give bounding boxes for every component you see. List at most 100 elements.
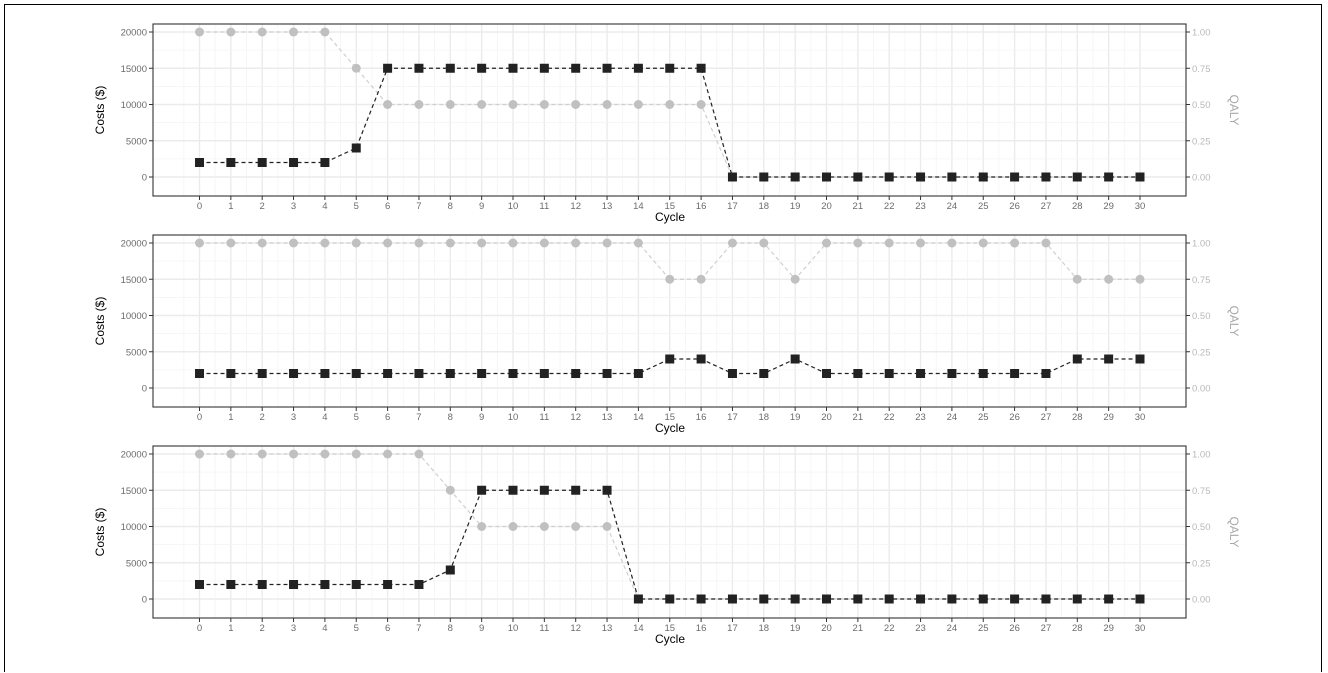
x-tick-label: 28: [1072, 201, 1083, 212]
x-tick-label: 8: [448, 623, 453, 634]
x-tick-label: 26: [1009, 623, 1020, 634]
x-tick-label: 5: [354, 623, 359, 634]
x-tick-label: 16: [696, 412, 707, 423]
costs-point: [414, 580, 424, 589]
costs-point: [477, 485, 487, 495]
qaly-point: [696, 274, 706, 284]
qaly-point: [508, 100, 518, 109]
costs-point: [822, 172, 831, 182]
costs-point: [822, 369, 831, 378]
x-tick-label: 12: [570, 412, 581, 423]
qaly-point: [665, 100, 675, 109]
qaly-point: [539, 522, 549, 531]
qaly-point: [320, 27, 330, 37]
costs-point: [1041, 369, 1051, 378]
x-tick-label: 13: [602, 412, 613, 423]
costs-point: [257, 369, 267, 378]
x-axis-title: Cycle: [655, 632, 685, 646]
qaly-point: [414, 238, 424, 248]
qaly-point: [508, 238, 518, 248]
costs-point: [226, 580, 236, 589]
y-tick-label: 0: [142, 595, 147, 606]
x-tick-label: 10: [508, 623, 519, 634]
costs-point: [445, 63, 455, 73]
costs-point: [947, 594, 957, 604]
x-tick-label: 1: [228, 412, 233, 423]
y2-tick-label: 0.50: [1192, 311, 1211, 322]
qaly-point: [916, 238, 926, 248]
qaly-point: [1041, 238, 1051, 248]
costs-point: [508, 369, 518, 378]
qaly-point: [853, 238, 863, 248]
x-tick-label: 17: [727, 623, 738, 634]
y-axis-title: Costs ($): [93, 297, 107, 346]
costs-point: [759, 594, 769, 604]
costs-point: [383, 63, 393, 73]
y-tick-label: 5000: [126, 558, 147, 569]
gridlines: [153, 235, 1186, 407]
costs-point: [477, 369, 487, 378]
qaly-point: [947, 238, 957, 248]
costs-point: [1041, 172, 1051, 182]
costs-point: [351, 369, 361, 378]
costs-point: [508, 485, 518, 495]
x-axis-title: Cycle: [655, 421, 685, 435]
qaly-point: [257, 27, 267, 37]
chart-panel-1: 0 5000 10000 15000 20000 0.00 0.25 0.50 0.75 1.00…: [93, 23, 1241, 224]
x-tick-label: 14: [633, 412, 644, 423]
x-tick-label: 4: [322, 412, 327, 423]
costs-point: [978, 369, 988, 378]
costs-point: [1041, 594, 1051, 604]
x-tick-label: 22: [884, 412, 895, 423]
x-tick-label: 24: [947, 412, 958, 423]
x-tick-label: 24: [947, 201, 958, 212]
x-tick-label: 2: [260, 412, 265, 423]
qaly-point: [822, 238, 831, 248]
costs-point: [759, 172, 769, 182]
y2-tick-label: 0.25: [1192, 347, 1211, 358]
x-tick-label: 10: [508, 412, 519, 423]
costs-point: [884, 369, 894, 378]
x-tick-label: 15: [664, 623, 675, 634]
costs-point: [665, 63, 675, 73]
x-tick-label: 14: [633, 623, 644, 634]
costs-point: [1072, 172, 1082, 182]
y2-axis-title: QALY: [1227, 94, 1241, 125]
x-tick-label: 19: [790, 623, 801, 634]
costs-point: [853, 369, 863, 378]
x-tick-label: 30: [1135, 201, 1146, 212]
costs-point: [257, 580, 267, 589]
series-costs: [195, 485, 1145, 604]
qaly-point: [1135, 274, 1145, 284]
costs-point: [916, 172, 926, 182]
x-tick-label: 9: [479, 412, 484, 423]
y2-tick-label: 0.00: [1192, 173, 1211, 184]
y2-tick-label: 0.75: [1192, 64, 1211, 75]
chart-panel-3: 0 5000 10000 15000 20000 0.00 0.25 0.50 0.75 1.00…: [93, 445, 1241, 646]
x-tick-label: 25: [978, 623, 989, 634]
x-tick-label: 1: [228, 201, 233, 212]
costs-point: [884, 594, 894, 604]
qaly-point: [226, 449, 236, 459]
y-tick-label: 10000: [121, 100, 147, 111]
x-tick-label: 16: [696, 201, 707, 212]
x-tick-label: 8: [448, 412, 453, 423]
qaly-point: [539, 238, 549, 248]
costs-point: [571, 63, 581, 73]
x-tick-label: 20: [821, 623, 832, 634]
qaly-point: [289, 238, 299, 248]
x-tick-label: 5: [354, 412, 359, 423]
costs-point: [853, 594, 863, 604]
costs-point: [445, 565, 455, 575]
x-tick-label: 1: [228, 623, 233, 634]
y-tick-label: 5000: [126, 347, 147, 358]
qaly-point: [633, 100, 643, 109]
qaly-point: [383, 449, 393, 459]
x-tick-label: 11: [539, 623, 549, 634]
qaly-point: [351, 449, 361, 459]
costs-point: [1135, 172, 1145, 182]
x-tick-label: 0: [197, 412, 202, 423]
x-tick-label: 0: [197, 623, 202, 634]
costs-point: [665, 354, 675, 364]
